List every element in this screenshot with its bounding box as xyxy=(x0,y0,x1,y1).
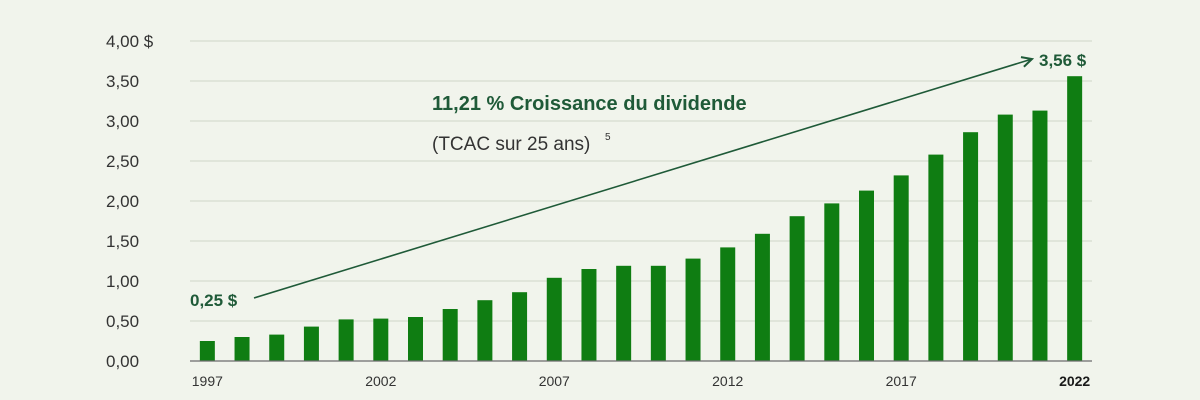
bar-2016 xyxy=(859,190,874,361)
bar-2000 xyxy=(303,326,319,361)
x-tick-label: 2002 xyxy=(365,373,396,389)
x-tick-label: 2012 xyxy=(712,373,743,389)
bar-1997 xyxy=(199,341,215,361)
bar-2003 xyxy=(408,317,423,361)
growth-subtitle: (TCAC sur 25 ans) xyxy=(432,134,590,155)
x-tick-label: 2017 xyxy=(886,373,917,389)
bar-2005 xyxy=(477,300,493,361)
y-tick-label: 4,00 $ xyxy=(106,32,154,51)
bar-1998 xyxy=(234,337,250,361)
bar-2008 xyxy=(581,269,597,361)
bar-2009 xyxy=(616,265,632,361)
bar-2020 xyxy=(997,114,1013,361)
y-tick-label: 0,00 xyxy=(106,352,139,371)
y-tick-label: 2,50 xyxy=(106,152,139,171)
y-tick-label: 3,00 xyxy=(106,112,139,131)
growth-trend-arrow xyxy=(253,59,1032,299)
bar-2010 xyxy=(650,265,666,361)
bar-2021 xyxy=(1032,110,1048,361)
x-tick-label: 1997 xyxy=(192,373,223,389)
bar-2013 xyxy=(754,233,770,361)
bar-2019 xyxy=(963,132,979,361)
y-tick-label: 0,50 xyxy=(106,312,139,331)
gridlines xyxy=(190,40,1092,322)
bar-2007 xyxy=(546,277,562,361)
growth-footnote-marker: 5 xyxy=(605,132,611,143)
bar-2018 xyxy=(928,154,944,361)
bar-2015 xyxy=(824,203,840,361)
y-tick-label: 3,50 xyxy=(106,72,139,91)
end-value-label: 3,56 $ xyxy=(1039,51,1087,70)
y-tick-label: 1,50 xyxy=(106,232,139,251)
bar-2022 xyxy=(1067,76,1083,361)
x-tick-label: 2022 xyxy=(1059,373,1090,389)
bar-2002 xyxy=(373,318,389,361)
bar-2012 xyxy=(720,247,736,361)
bar-2004 xyxy=(442,309,458,361)
bar-series xyxy=(199,76,1083,361)
bar-2011 xyxy=(685,258,701,361)
y-tick-label: 1,00 xyxy=(106,272,139,291)
bar-2017 xyxy=(893,175,909,361)
bar-2006 xyxy=(512,292,528,361)
y-tick-label: 2,00 xyxy=(106,192,139,211)
start-value-label: 0,25 $ xyxy=(190,291,238,310)
growth-title: 11,21 % Croissance du dividende xyxy=(432,93,747,115)
y-axis-ticks: 0,00 0,50 1,00 1,50 2,00 2,50 3,00 3,50 4,00 $ xyxy=(106,32,154,371)
bar-2014 xyxy=(789,216,805,361)
x-axis-ticks: 1997 2002 2007 2012 2017 2022 xyxy=(192,373,1091,389)
bar-2001 xyxy=(338,319,354,361)
x-tick-label: 2007 xyxy=(539,373,570,389)
bar-1999 xyxy=(269,334,285,361)
